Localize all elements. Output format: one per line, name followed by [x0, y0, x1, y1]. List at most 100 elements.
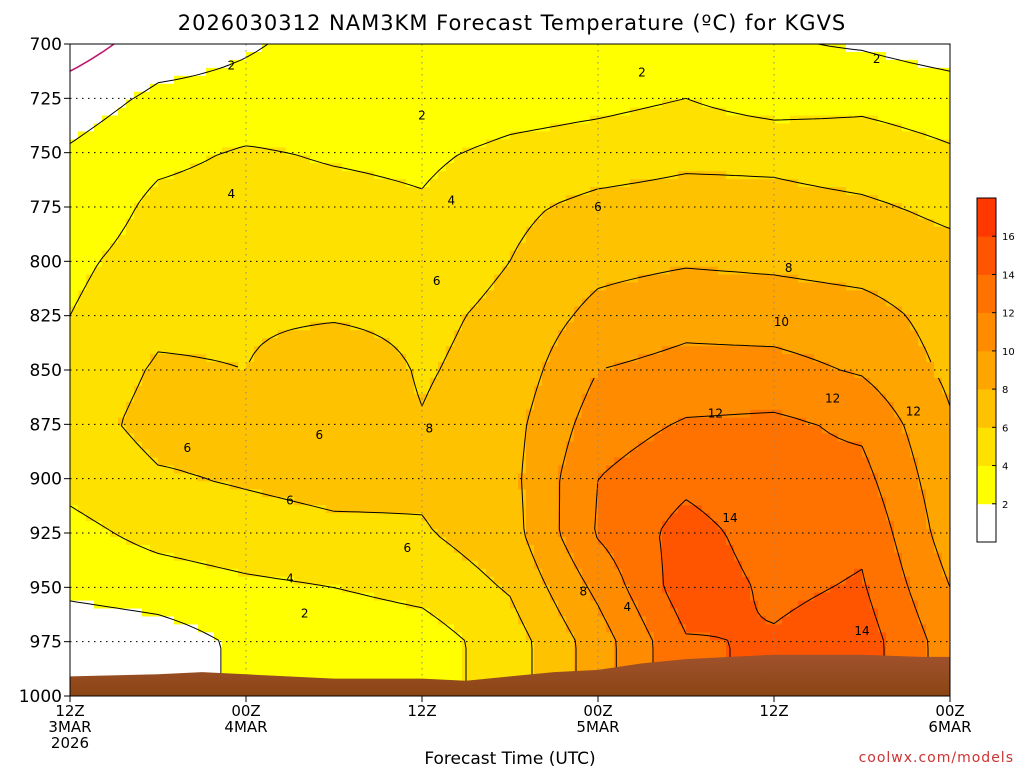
temperature-cell — [582, 385, 591, 395]
temperature-cell — [742, 75, 751, 85]
temperature-cell — [814, 123, 823, 133]
temperature-cell — [774, 171, 783, 180]
temperature-cell — [486, 163, 495, 172]
temperature-cell — [366, 298, 375, 307]
temperature-cell — [862, 107, 871, 117]
temperature-cell — [398, 44, 407, 53]
temperature-cell — [806, 99, 815, 109]
temperature-cell — [470, 266, 479, 276]
temperature-cell — [110, 298, 119, 307]
temperature-cell — [342, 274, 351, 284]
temperature-cell — [134, 107, 143, 117]
temperature-cell — [214, 298, 223, 307]
temperature-cell — [910, 242, 919, 252]
temperature-cell — [838, 290, 847, 300]
temperature-cell — [590, 370, 599, 379]
chart-title: 2026030312 NAM3KM Forecast Temperature (… — [178, 11, 847, 35]
temperature-cell — [638, 83, 647, 93]
temperature-cell — [358, 179, 367, 188]
temperature-cell — [518, 322, 527, 331]
temperature-cell — [150, 59, 159, 69]
temperature-cell — [710, 91, 719, 101]
temperature-cell — [550, 210, 559, 220]
temperature-cell — [686, 91, 695, 101]
temperature-cell — [470, 370, 479, 379]
temperature-cell — [222, 377, 231, 387]
temperature-cell — [150, 91, 159, 101]
temperature-cell — [150, 155, 159, 164]
temperature-cell — [614, 298, 623, 307]
temperature-cell — [158, 187, 167, 196]
temperature-cell — [254, 123, 263, 133]
temperature-cell — [222, 83, 231, 93]
temperature-cell — [742, 266, 751, 276]
temperature-cell — [590, 393, 599, 403]
temperature-cell — [878, 179, 887, 188]
temperature-cell — [478, 306, 487, 315]
temperature-cell — [334, 298, 343, 307]
temperature-cell — [566, 218, 575, 228]
temperature-cell — [694, 210, 703, 220]
temperature-cell — [750, 370, 759, 379]
temperature-cell — [222, 218, 231, 228]
temperature-cell — [118, 274, 127, 284]
temperature-cell — [734, 250, 743, 260]
temperature-cell — [334, 226, 343, 236]
temperature-cell — [126, 338, 135, 347]
temperature-cell — [638, 187, 647, 196]
temperature-cell — [774, 195, 783, 204]
temperature-cell — [262, 203, 271, 212]
temperature-cell — [230, 290, 239, 300]
temperature-cell — [278, 322, 287, 331]
temperature-cell — [302, 290, 311, 300]
temperature-cell — [478, 242, 487, 252]
temperature-cell — [350, 75, 359, 85]
temperature-cell — [806, 195, 815, 204]
temperature-cell — [326, 258, 335, 268]
temperature-cell — [222, 370, 231, 379]
temperature-cell — [318, 75, 327, 85]
temperature-cell — [518, 242, 527, 252]
temperature-cell — [694, 242, 703, 252]
temperature-cell — [574, 314, 583, 323]
temperature-cell — [206, 401, 215, 411]
temperature-cell — [662, 123, 671, 133]
temperature-cell — [310, 131, 319, 141]
temperature-cell — [454, 234, 463, 244]
temperature-cell — [150, 266, 159, 276]
temperature-cell — [422, 67, 431, 77]
temperature-cell — [398, 290, 407, 300]
temperature-cell — [214, 51, 223, 61]
temperature-cell — [702, 385, 711, 395]
temperature-cell — [246, 282, 255, 292]
temperature-cell — [286, 242, 295, 252]
temperature-cell — [622, 370, 631, 379]
temperature-cell — [654, 266, 663, 276]
temperature-cell — [678, 218, 687, 228]
temperature-cell — [86, 75, 95, 85]
temperature-cell — [262, 210, 271, 220]
temperature-cell — [398, 179, 407, 188]
temperature-cell — [374, 226, 383, 236]
temperature-cell — [78, 282, 87, 292]
temperature-cell — [910, 258, 919, 268]
temperature-cell — [574, 362, 583, 371]
temperature-cell — [502, 354, 511, 363]
temperature-cell — [798, 59, 807, 69]
temperature-cell — [414, 354, 423, 363]
temperature-cell — [598, 44, 607, 53]
temperature-cell — [518, 385, 527, 395]
temperature-cell — [750, 377, 759, 387]
temperature-cell — [198, 314, 207, 323]
temperature-cell — [230, 44, 239, 53]
temperature-cell — [150, 123, 159, 133]
temperature-cell — [350, 401, 359, 411]
temperature-cell — [654, 187, 663, 196]
temperature-cell — [758, 266, 767, 276]
temperature-cell — [838, 115, 847, 125]
temperature-cell — [334, 155, 343, 164]
temperature-cell — [574, 44, 583, 53]
temperature-cell — [398, 250, 407, 260]
temperature-cell — [238, 274, 247, 284]
temperature-cell — [918, 290, 927, 300]
